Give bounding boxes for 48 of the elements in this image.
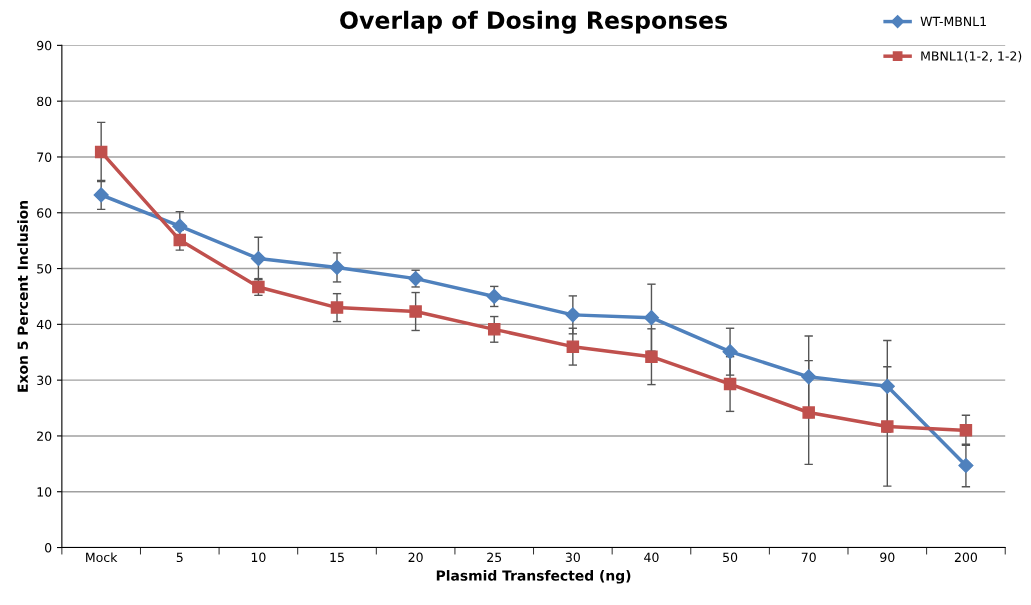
x-tick-label: 15 xyxy=(330,552,344,563)
point xyxy=(722,344,738,360)
y-tick-label: 0 xyxy=(45,543,52,553)
x-tick-label: 5 xyxy=(176,552,183,563)
point xyxy=(94,145,108,159)
point xyxy=(802,406,815,419)
point xyxy=(329,259,345,276)
legend-label: MBNL1(1-2, 1-2) xyxy=(921,51,1022,63)
y-tick-label: 80 xyxy=(37,96,52,107)
point xyxy=(723,377,737,391)
x-tick-label: 20 xyxy=(408,552,423,563)
x-tick-label: 10 xyxy=(251,552,266,563)
point xyxy=(93,187,109,203)
y-tick-label: 40 xyxy=(36,319,52,330)
x-tick-label: 40 xyxy=(644,552,659,563)
point xyxy=(487,323,501,336)
x-tick-label: Mock xyxy=(86,552,118,563)
y-tick-label: 60 xyxy=(37,208,52,218)
point xyxy=(879,378,895,394)
chart-title: Overlap of Dosing Responses xyxy=(340,10,728,34)
point xyxy=(566,340,580,353)
point xyxy=(801,369,817,385)
y-tick-label: 90 xyxy=(37,40,52,51)
point xyxy=(958,457,974,474)
x-tick-label: 30 xyxy=(565,552,580,563)
x-axis-title: Plasmid Transfected (ng) xyxy=(436,570,631,584)
point xyxy=(330,301,344,314)
y-tick-label: 70 xyxy=(37,152,52,162)
point xyxy=(173,233,187,247)
y-tick-label: 10 xyxy=(37,487,52,497)
point xyxy=(643,310,660,326)
y-axis-title: Exon 5 Percent Inclusion xyxy=(17,201,28,392)
point xyxy=(409,305,422,318)
point xyxy=(565,307,581,323)
x-tick-label: 70 xyxy=(801,552,816,563)
y-tick-label: 30 xyxy=(37,375,52,386)
point xyxy=(959,424,973,437)
point xyxy=(881,420,894,433)
x-tick-label: 25 xyxy=(487,552,502,563)
point xyxy=(645,350,658,363)
point xyxy=(250,250,266,267)
y-tick-label: 20 xyxy=(37,431,52,441)
x-tick-label: 50 xyxy=(723,552,738,563)
x-tick-label: 90 xyxy=(880,552,895,563)
point xyxy=(172,218,188,234)
y-tick-label: 50 xyxy=(37,264,52,274)
x-tick-label: 200 xyxy=(954,552,978,563)
legend-label: WT-MBNL1 xyxy=(920,16,986,26)
